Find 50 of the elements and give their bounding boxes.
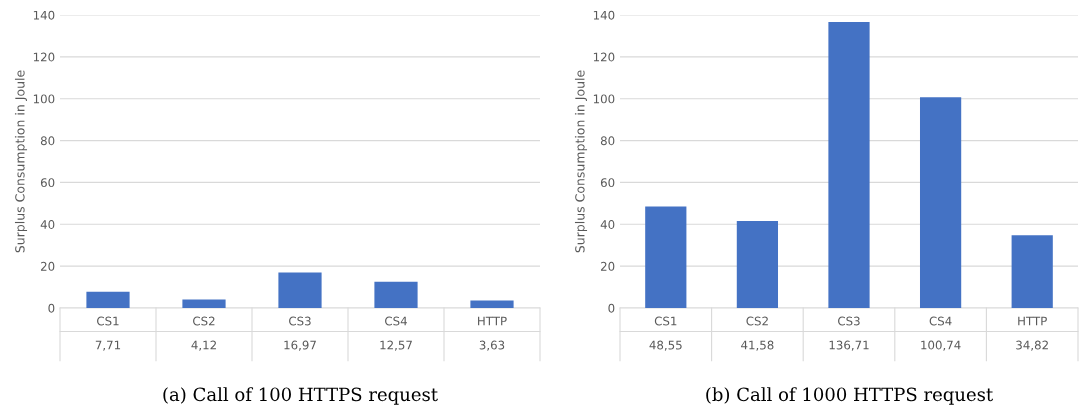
y-tick-label: 80 [40,136,55,146]
data-label: 100,74 [921,340,961,351]
x-tick-label: CS2 [193,316,215,326]
y-axis-title: Surplus Consumption in Joule [14,70,28,253]
data-label: 48,55 [649,340,682,351]
text: (a) Call of 100 HTTPS request [163,387,438,405]
bar [736,220,779,308]
data-label: 4,12 [191,340,216,351]
x-tick-label: CS1 [654,316,677,326]
data-label: 12,57 [380,340,412,351]
data-label: 3,63 [479,340,505,351]
x-tick-label: CS4 [385,316,407,326]
y-tick-label: 0 [48,303,55,313]
bar [645,206,687,308]
x-tick-label: CS1 [97,316,119,326]
x-tick-label: CS3 [838,316,860,326]
bar [374,281,418,308]
y-tick-label: 40 [600,220,615,229]
y-tick-label: 20 [40,261,55,271]
x-tick-label: CS4 [929,316,952,326]
y-tick-label: 120 [593,52,615,62]
bar [86,291,130,308]
data-label: 34,82 [1016,340,1048,351]
text: (b) Call of 1000 HTTPS request [706,387,994,405]
y-tick-label: 120 [33,52,55,62]
data-label: 41,58 [741,340,774,351]
y-tick-label: 100 [593,94,615,104]
y-tick-label: 60 [600,178,615,188]
bar [828,21,870,308]
data-label: 136,71 [829,340,869,351]
data-label: 16,97 [284,340,316,351]
x-tick-label: HTTP [478,316,507,326]
x-tick-label: HTTP [1018,316,1047,326]
y-tick-label: 40 [40,220,55,229]
x-tick-label: CS3 [289,316,311,326]
data-label: 7,71 [95,340,121,351]
bar [278,272,322,308]
bar [470,300,514,308]
y-tick-label: 100 [33,94,55,104]
y-tick-label: 60 [40,178,55,188]
y-tick-label: 140 [33,10,55,20]
y-tick-label: 140 [593,10,615,20]
y-tick-label: 0 [608,303,615,313]
y-tick-label: 80 [600,136,615,146]
bar [182,299,226,308]
bar [1011,235,1053,308]
y-tick-label: 20 [600,261,615,271]
x-tick-label: CS2 [746,316,768,326]
y-axis-title: Surplus Consumption in Joule [574,70,588,253]
bar [919,97,962,308]
